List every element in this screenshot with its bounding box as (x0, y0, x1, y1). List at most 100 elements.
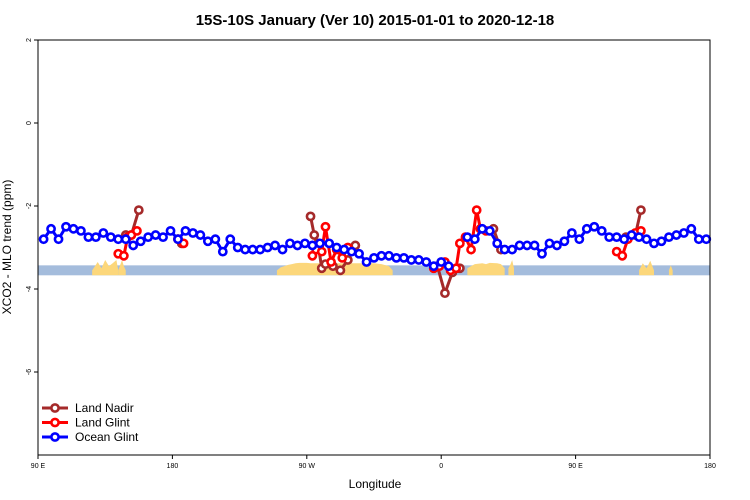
y-axis-label: XCO2 - MLO trend (ppm) (0, 180, 14, 315)
data-point (581, 223, 592, 234)
data-point (361, 257, 372, 267)
data-point (477, 223, 488, 234)
data-point (522, 240, 532, 251)
data-point (514, 240, 525, 251)
data-point (641, 234, 652, 245)
data-point (320, 221, 331, 232)
y-axis: 2 0 -2 -4 -6 (26, 38, 38, 375)
data-point (128, 240, 139, 251)
legend-label: Ocean Glint (75, 430, 139, 444)
data-point (120, 234, 131, 245)
data-point (701, 234, 712, 245)
data-point (135, 236, 146, 247)
data-point (105, 232, 116, 243)
data-point (462, 232, 473, 243)
data-point (471, 205, 482, 216)
data-point (507, 244, 518, 255)
data-point (98, 228, 109, 238)
data-point (617, 250, 628, 261)
data-point (544, 238, 555, 249)
data-point (376, 250, 387, 261)
data-point (636, 205, 646, 216)
data-point (83, 232, 94, 243)
data-point (277, 244, 288, 255)
land-fill-area-0 (92, 259, 119, 276)
x-tick-label: 90 E (568, 463, 583, 470)
data-point (118, 250, 129, 261)
data-point (626, 230, 637, 240)
y-tick-label: -2 (26, 203, 33, 209)
data-point (436, 257, 447, 267)
data-point (46, 223, 56, 234)
land-fill-area-6 (668, 265, 673, 276)
data-point (158, 232, 168, 243)
data-point (589, 221, 600, 232)
data-point (61, 221, 71, 232)
data-point (413, 255, 424, 265)
data-point (307, 240, 318, 251)
data-point (693, 234, 704, 245)
data-point (529, 240, 540, 251)
data-point (113, 234, 124, 245)
data-point (649, 238, 659, 249)
data-point (335, 265, 346, 276)
data-point (559, 236, 570, 247)
x-tick-label: 0 (439, 463, 443, 470)
data-point (656, 236, 667, 247)
data-point (678, 228, 689, 238)
land-fill-area-5 (639, 260, 654, 276)
data-point (165, 225, 176, 236)
data-point (132, 225, 142, 236)
data-point (68, 223, 79, 234)
data-point (225, 234, 236, 245)
x-axis-label: Longitude (349, 477, 402, 491)
y-tick-label: -6 (26, 369, 33, 375)
data-point (384, 250, 394, 261)
data-point (466, 244, 476, 255)
y-tick-label: 0 (26, 121, 33, 125)
data-point (240, 244, 251, 255)
data-point (300, 238, 310, 249)
data-point (604, 232, 615, 243)
legend-label: Land Glint (75, 416, 130, 430)
x-axis: 90 E 180 90 W 0 90 E 180 (31, 455, 716, 470)
data-point (210, 234, 221, 245)
legend-swatch-marker (50, 432, 60, 442)
land-fill-area-1 (118, 259, 126, 276)
data-point (552, 240, 562, 251)
data-point (133, 205, 144, 216)
x-tick-label: 180 (167, 463, 179, 470)
x-tick-label: 90 W (299, 463, 316, 470)
data-point (664, 232, 674, 243)
data-point (596, 225, 607, 236)
data-point (406, 255, 417, 265)
data-point (354, 248, 364, 259)
data-point (611, 232, 622, 243)
data-point (421, 257, 432, 267)
data-point (90, 232, 101, 243)
data-point (247, 244, 258, 255)
data-point (492, 238, 503, 249)
data-point (324, 238, 335, 249)
plot-frame (37, 39, 711, 456)
data-point (469, 234, 480, 245)
data-point (232, 242, 243, 253)
chart-title: 15S-10S January (Ver 10) 2015-01-01 to 2… (196, 12, 555, 29)
data-point (537, 248, 547, 259)
data-point (173, 234, 183, 245)
series-ocean-glint (38, 221, 712, 272)
data-point (316, 246, 327, 257)
data-point (499, 244, 510, 255)
data-point (202, 236, 213, 247)
legend-swatch-marker (50, 417, 60, 428)
legend-label: Land Nadir (75, 401, 134, 415)
data-point (369, 252, 379, 263)
data-point (195, 230, 206, 240)
data-point (285, 238, 295, 249)
data-point (451, 263, 462, 274)
data-point (38, 234, 49, 245)
data-point (619, 234, 630, 245)
data-point (270, 240, 280, 251)
data-point (337, 252, 348, 263)
